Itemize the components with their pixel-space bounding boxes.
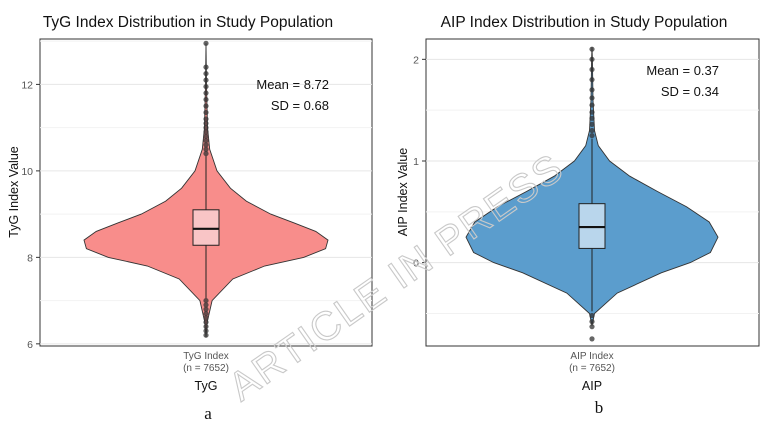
outlier-point [203, 297, 209, 304]
outlier-point [203, 142, 209, 148]
outlier-point [589, 121, 595, 127]
outlier-point [203, 90, 209, 96]
outlier-point [203, 109, 209, 116]
outlier-point [589, 102, 595, 108]
outlier-point [203, 116, 209, 122]
outlier-point [203, 133, 209, 139]
outlier-point [589, 87, 595, 93]
outlier-point [203, 96, 209, 103]
box-plot [578, 138, 606, 312]
outlier-points [203, 40, 209, 338]
outlier-point [589, 77, 595, 83]
outlier-point [203, 146, 209, 152]
y-axis-title: AIP Index Value [396, 148, 410, 237]
box-plot [192, 155, 220, 299]
iqr-box [192, 209, 220, 246]
outlier-point [589, 109, 595, 115]
x-category-label: AIP Index [570, 351, 613, 362]
outlier-point [203, 138, 209, 144]
y-tick-label: 12 [21, 79, 33, 91]
outlier-point [589, 132, 595, 139]
outlier-point [203, 103, 209, 109]
outlier-point [203, 310, 209, 317]
outlier-point [203, 40, 209, 46]
outlier-point [203, 150, 209, 157]
outlier-point [589, 312, 595, 319]
outlier-point [589, 324, 595, 330]
outlier-point [589, 66, 595, 73]
outlier-point [203, 129, 209, 135]
sd-label: SD = 0.34 [661, 84, 719, 99]
x-category-label: TyG Index [183, 351, 229, 362]
x-axis-title: TyG [195, 379, 218, 393]
outlier-point [203, 315, 209, 321]
y-tick-label: 0 [413, 258, 419, 270]
y-tick-label: 8 [27, 252, 33, 264]
chart-title: AIP Index Distribution in Study Populati… [441, 14, 728, 31]
outlier-point [589, 115, 595, 121]
outlier-point [203, 64, 209, 70]
sd-label: SD = 0.68 [271, 98, 329, 113]
y-ticks: 6 8 10 12 [21, 79, 40, 351]
outlier-point [589, 56, 595, 62]
outlier-point [589, 127, 595, 134]
outlier-point [589, 336, 595, 342]
panel-tyg: TyG Index Distribution in Study Populati… [7, 14, 373, 423]
chart-title: TyG Index Distribution in Study Populati… [43, 14, 333, 31]
y-axis-title: TyG Index Value [7, 146, 21, 238]
outlier-point [203, 328, 209, 334]
outlier-point [203, 120, 209, 126]
outlier-point [203, 302, 209, 308]
outlier-point [203, 323, 209, 330]
y-tick-label: 2 [413, 54, 419, 66]
outlier-point [203, 83, 209, 90]
outlier-points [589, 46, 595, 342]
outlier-point [203, 125, 209, 131]
x-axis-title: AIP [582, 379, 602, 393]
outlier-point [203, 332, 209, 338]
outlier-point [203, 306, 209, 312]
outlier-point [589, 95, 595, 101]
outlier-point [203, 77, 209, 83]
panel-label: b [595, 398, 604, 417]
outlier-point [203, 70, 209, 77]
panel-label: a [204, 404, 212, 423]
outlier-point [589, 319, 595, 325]
panel-aip: AIP Index Distribution in Study Populati… [396, 14, 760, 417]
outlier-point [203, 319, 209, 325]
sample-size-label: (n = 7652) [569, 363, 615, 374]
y-tick-label: 6 [27, 339, 33, 351]
y-tick-label: 1 [413, 156, 419, 168]
y-tick-label: 10 [21, 166, 33, 178]
sample-size-label: (n = 7652) [183, 363, 229, 374]
mean-label: Mean = 0.37 [646, 63, 719, 78]
y-ticks: 0 1 2 [413, 54, 426, 270]
mean-label: Mean = 8.72 [256, 77, 329, 92]
outlier-point [589, 46, 595, 52]
